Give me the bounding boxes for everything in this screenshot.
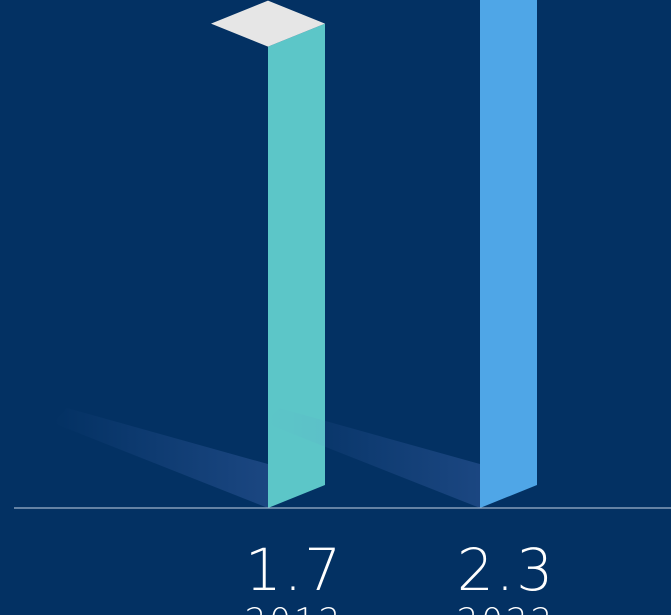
bar-group-2012: [53, 0, 325, 509]
bar-shadow: [53, 408, 325, 508]
bar-shadow: [265, 408, 537, 508]
bar-top-face: [211, 0, 325, 47]
bar: [480, 0, 537, 508]
x-tick-label: 2012: [245, 601, 344, 615]
labels-layer: 1.72012 2.32022: [245, 536, 556, 615]
bars-layer: [53, 0, 537, 509]
bar-group-2022: [265, 0, 537, 508]
x-tick-label: 2022: [457, 601, 556, 615]
bar: [268, 23, 325, 509]
data-label: 2.3: [457, 536, 555, 604]
data-label: 1.7: [245, 536, 343, 604]
